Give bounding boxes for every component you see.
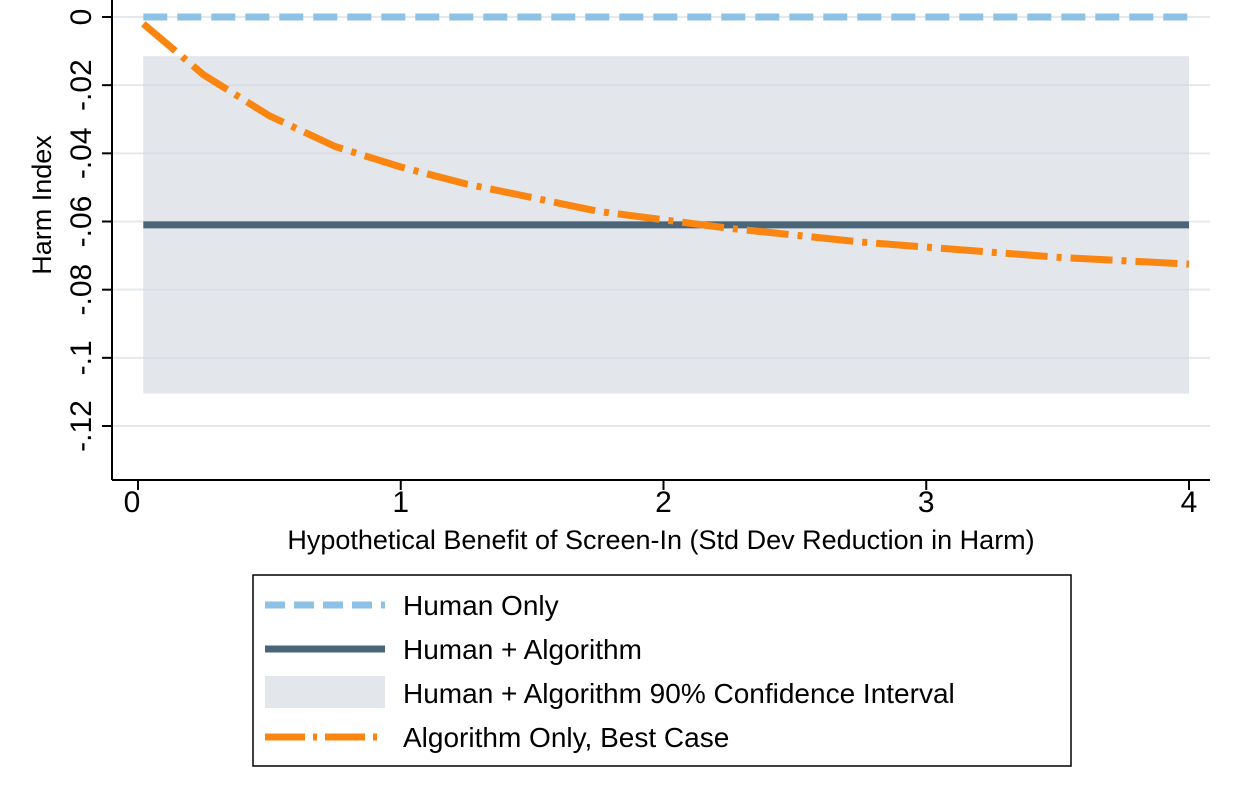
- x-axis-ticks: 0 1 2 3 4: [124, 480, 1198, 519]
- series-layer: [141, 13, 1190, 268]
- x-tick-label-1: 1: [392, 486, 409, 519]
- y-tick-label-4: -.08: [65, 264, 98, 316]
- x-tick-label-3: 3: [918, 486, 935, 519]
- x-tick-label-2: 2: [655, 486, 672, 519]
- y-tick-label-0: 0: [65, 9, 98, 26]
- legend-label-human-algorithm: Human + Algorithm: [403, 634, 642, 665]
- y-tick-label-5: -.1: [65, 340, 98, 375]
- x-tick-label-0: 0: [124, 486, 141, 519]
- x-tick-label-4: 4: [1181, 486, 1198, 519]
- y-tick-label-2: -.04: [65, 127, 98, 179]
- legend-box: [252, 574, 1072, 767]
- y-axis-title: Harm Index: [27, 135, 57, 275]
- legend-label-human-only: Human Only: [403, 590, 559, 621]
- x-axis-title: Hypothetical Benefit of Screen-In (Std D…: [287, 525, 1034, 555]
- y-axis-ticks: 0 -.02 -.04 -.06 -.08 -.1 -.12: [65, 9, 112, 452]
- legend: Human Only Human + Algorithm Human + Alg…: [252, 574, 1072, 767]
- legend-key-confidence-interval: [265, 676, 385, 708]
- legend-label-algorithm-only: Algorithm Only, Best Case: [403, 722, 729, 753]
- series-algorithm-only: [141, 21, 1190, 268]
- y-tick-label-1: -.02: [65, 59, 98, 111]
- legend-label-confidence-interval: Human + Algorithm 90% Confidence Interva…: [403, 678, 955, 709]
- y-tick-label-3: -.06: [65, 196, 98, 248]
- y-tick-label-6: -.12: [65, 400, 98, 452]
